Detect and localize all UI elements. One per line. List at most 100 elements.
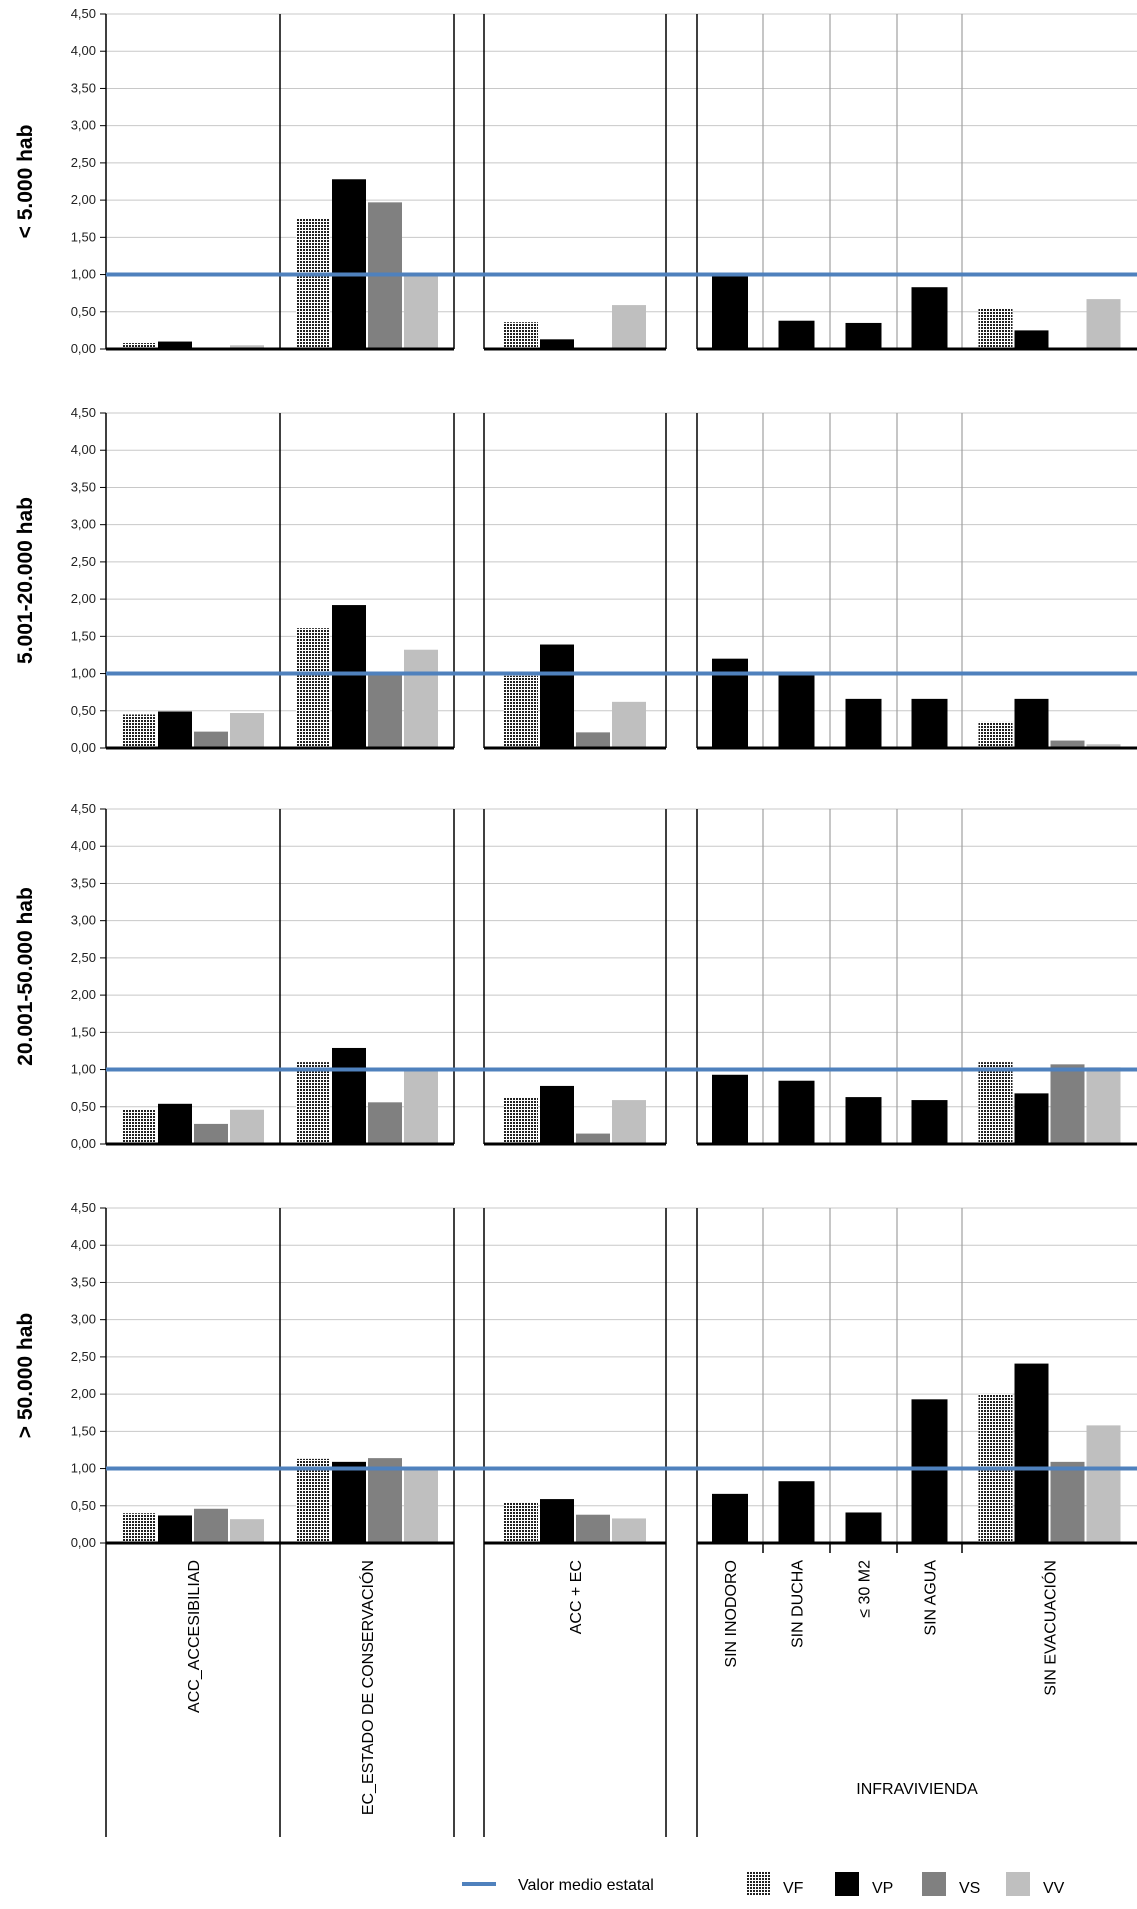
bar-VV	[404, 649, 438, 748]
bar-VV	[230, 713, 264, 748]
bar-VS	[194, 1508, 228, 1543]
bar-VS	[194, 731, 228, 748]
bar-VF	[978, 721, 1013, 748]
panel-1: 0,00 0,50 1,00 1,50 2,00 2,50 3,00 3,50 4,00 4,50…	[14, 6, 1137, 356]
y-tick-label: 0,00	[71, 341, 96, 356]
bar-VF	[504, 1097, 538, 1144]
y-tick-label: 4,50	[71, 1200, 96, 1215]
legend-label-VS: VS	[959, 1880, 980, 1897]
y-tick-label: 3,50	[71, 479, 96, 494]
bar-VP	[911, 287, 948, 349]
bar-VP	[845, 1097, 882, 1144]
y-tick-label: 0,00	[71, 1136, 96, 1151]
bar-VS	[368, 673, 402, 748]
bar-VV	[1086, 744, 1121, 748]
category-label: ACC_ACCESIBILIAD	[186, 1560, 203, 1713]
y-tick-label: 1,50	[71, 1024, 96, 1039]
bar-VV	[1086, 1067, 1121, 1144]
bar-VV	[1086, 299, 1121, 349]
y-tick-label: 3,50	[71, 875, 96, 890]
bar-VV	[612, 1518, 646, 1543]
bar-VP	[1014, 330, 1049, 349]
bar-VV	[404, 1071, 438, 1144]
panel-4: 0,00 0,50 1,00 1,50 2,00 2,50 3,00 3,50 4,00 4,50…	[14, 1200, 1137, 1550]
y-tick-label: 0,50	[71, 1099, 96, 1114]
bar-VS	[576, 1514, 610, 1543]
bar-VV	[230, 1109, 264, 1144]
bar-VP	[778, 674, 815, 748]
category-label: SIN DUCHA	[790, 1560, 807, 1648]
y-tick-label: 2,50	[71, 155, 96, 170]
bar-VS	[194, 1123, 228, 1144]
y-tick-label: 3,50	[71, 80, 96, 95]
legend-swatch-VS	[922, 1872, 946, 1896]
bar-VP	[1014, 1093, 1049, 1144]
bar-VF	[296, 1458, 330, 1543]
y-tick-label: 2,00	[71, 591, 96, 606]
bar-VS	[1050, 740, 1085, 748]
y-tick-label: 1,00	[71, 267, 96, 282]
bar-VV	[1086, 1425, 1121, 1543]
bar-VV	[230, 1519, 264, 1543]
y-tick-label: 2,50	[71, 1349, 96, 1364]
legend: Valor medio estatal VF VP VS VV	[462, 1872, 1065, 1897]
bar-VP	[332, 179, 366, 349]
bar-VV	[404, 276, 438, 349]
bar-VV	[404, 1470, 438, 1543]
y-tick-label: 0,50	[71, 703, 96, 718]
category-label: ≤ 30 M2	[857, 1560, 874, 1618]
bar-VP	[158, 1103, 192, 1144]
bar-VP	[158, 711, 192, 748]
bar-VF	[296, 218, 330, 349]
category-label: SIN EVACUACIÓN	[1041, 1560, 1060, 1696]
legend-label-reference: Valor medio estatal	[518, 1877, 654, 1894]
bar-VP	[158, 341, 192, 349]
y-tick-label: 1,50	[71, 628, 96, 643]
legend-swatch-VV	[1006, 1872, 1030, 1896]
y-tick-label: 1,00	[71, 666, 96, 681]
y-tick-label: 2,00	[71, 1386, 96, 1401]
bar-VP	[778, 1080, 815, 1144]
panel-3: 0,00 0,50 1,00 1,50 2,00 2,50 3,00 3,50 4,00 4,50…	[14, 801, 1137, 1151]
bar-VF	[504, 322, 538, 349]
legend-label-VV: VV	[1043, 1880, 1065, 1897]
y-tick-label: 4,50	[71, 6, 96, 21]
bar-VP	[712, 1493, 748, 1543]
group-label: INFRAVIVIENDA	[856, 1781, 978, 1798]
y-tick-label: 4,50	[71, 405, 96, 420]
y-tick-label: 3,00	[71, 517, 96, 532]
legend-label-VP: VP	[872, 1880, 893, 1897]
panel-title: < 5.000 hab	[14, 125, 37, 239]
bar-VS	[368, 1102, 402, 1144]
y-tick-label: 4,00	[71, 43, 96, 58]
legend-swatch-VF	[746, 1872, 770, 1896]
y-tick-label: 0,00	[71, 740, 96, 755]
bar-VP	[712, 273, 748, 349]
category-label: SIN INODORO	[723, 1560, 740, 1668]
bar-VF	[122, 343, 156, 349]
bar-VS	[368, 1458, 402, 1543]
y-tick-label: 2,50	[71, 950, 96, 965]
category-label: SIN AGUA	[923, 1560, 940, 1636]
category-label: EC_ESTADO DE CONSERVACIÓN	[358, 1560, 377, 1815]
panel-title: 20.001-50.000 hab	[14, 887, 37, 1066]
bar-VF	[504, 675, 538, 748]
y-tick-label: 2,00	[71, 192, 96, 207]
bar-VP	[540, 1499, 574, 1543]
category-label: ACC + EC	[568, 1560, 585, 1634]
bar-VP	[845, 698, 882, 748]
y-tick-label: 0,00	[71, 1535, 96, 1550]
panel-2: 0,00 0,50 1,00 1,50 2,00 2,50 3,00 3,50 4,00 4,50…	[14, 405, 1137, 755]
y-tick-label: 4,00	[71, 442, 96, 457]
y-tick-label: 2,50	[71, 554, 96, 569]
bar-VP	[332, 1047, 366, 1144]
bar-VP	[1014, 1363, 1049, 1543]
bar-VF	[978, 308, 1013, 349]
legend-swatch-VP	[835, 1872, 859, 1896]
bar-VS	[1050, 1064, 1085, 1144]
bar-VV	[230, 345, 264, 349]
y-tick-label: 4,00	[71, 1237, 96, 1252]
bar-VP	[845, 1512, 882, 1543]
